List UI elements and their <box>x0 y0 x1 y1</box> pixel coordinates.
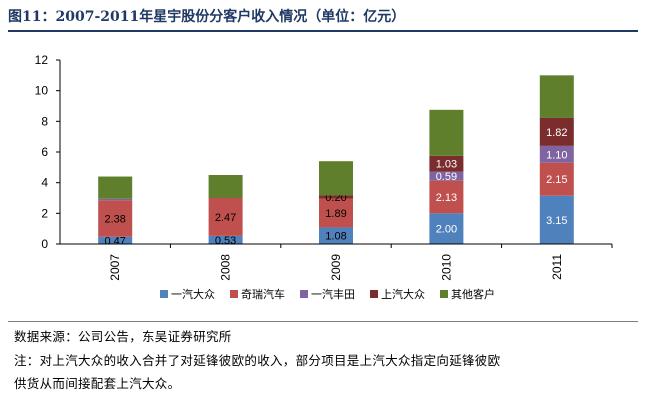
title-divider <box>8 30 638 32</box>
data-label: 3.15 <box>546 215 567 227</box>
x-axis: 2007 2008 2009 2010 2011 <box>60 243 613 281</box>
data-label: 0.53 <box>215 235 236 247</box>
y-tick-label: 12 <box>35 53 49 67</box>
bar-segment <box>98 236 133 244</box>
legend-label: 奇瑞汽车 <box>241 287 285 301</box>
bar-segment <box>429 180 464 214</box>
figure-title: 图11：2007-2011年星宇股份分客户收入情况（单位：亿元） <box>8 9 406 25</box>
y-tick-label: 2 <box>41 206 48 220</box>
legend-swatch <box>160 290 168 298</box>
y-tick-label: 0 <box>41 237 48 251</box>
data-label: 1.89 <box>325 208 346 220</box>
data-label: 2.00 <box>436 224 457 236</box>
y-tick-label: 6 <box>41 145 48 159</box>
bar-segment <box>539 145 574 163</box>
bar-segment <box>429 171 464 181</box>
legend-label: 上汽大众 <box>381 287 425 301</box>
data-label: 1.03 <box>436 159 457 171</box>
bar-segment <box>98 200 133 237</box>
data-label: 2.38 <box>104 214 125 226</box>
source-note: 数据来源：公司公告，东吴证券研究所 <box>14 329 232 344</box>
footnote-line-1: 注：对上汽大众的收入合并了对延锋彼欧的收入，部分项目是上汽大众指定向延锋彼欧 <box>14 353 501 368</box>
bar-segment <box>319 227 353 244</box>
bar-segment <box>429 213 464 244</box>
data-label: 1.08 <box>325 231 346 243</box>
bar-segment <box>98 198 133 201</box>
legend-label: 一汽大众 <box>171 287 215 301</box>
legend-label: 其他客户 <box>451 287 495 301</box>
legend: 一汽大众 奇瑞汽车 一汽丰田 上汽大众 其他客户 <box>160 287 495 301</box>
bar-segment <box>208 175 243 198</box>
legend-swatch <box>370 290 378 298</box>
y-tick-label: 4 <box>41 176 48 190</box>
x-tick-label: 2011 <box>550 254 564 280</box>
legend-label: 一汽丰田 <box>311 287 355 301</box>
data-label: 0.59 <box>436 171 457 183</box>
bar-segment <box>539 75 574 118</box>
data-label: 2.13 <box>436 192 457 204</box>
y-tick-label: 8 <box>41 114 48 128</box>
data-label: 2.47 <box>215 212 236 224</box>
data-label: 1.10 <box>546 149 567 161</box>
bar-segment <box>429 109 464 156</box>
x-tick-label: 2009 <box>329 254 343 281</box>
legend-swatch <box>440 290 448 298</box>
source-divider <box>8 321 638 322</box>
bar-segment <box>429 155 464 172</box>
legend-swatch <box>230 290 238 298</box>
legend-swatch <box>300 290 308 298</box>
bar-series-group: 0.472.380.532.471.081.890.202.002.130.59… <box>98 75 574 247</box>
y-tick-label: 10 <box>35 84 49 98</box>
y-axis: 0 2 4 6 8 10 12 <box>35 53 61 251</box>
bar-segment <box>98 176 133 199</box>
data-label: 2.15 <box>546 174 567 186</box>
x-tick-label: 2008 <box>219 254 233 281</box>
footnote-line-2: 供货从而间接配套上汽大众。 <box>14 376 181 391</box>
x-tick-label: 2007 <box>108 254 122 281</box>
bar-segment <box>319 161 353 196</box>
bar-segment <box>539 117 574 146</box>
bar-segment <box>319 198 353 228</box>
bar-segment <box>208 235 243 244</box>
bar-segment <box>539 162 574 196</box>
bar-segment <box>539 195 574 244</box>
data-label: 1.82 <box>546 127 567 139</box>
bar-segment <box>208 198 243 236</box>
data-label: 0.47 <box>104 235 125 247</box>
bar-segment <box>319 195 353 199</box>
x-tick-label: 2010 <box>439 254 453 281</box>
